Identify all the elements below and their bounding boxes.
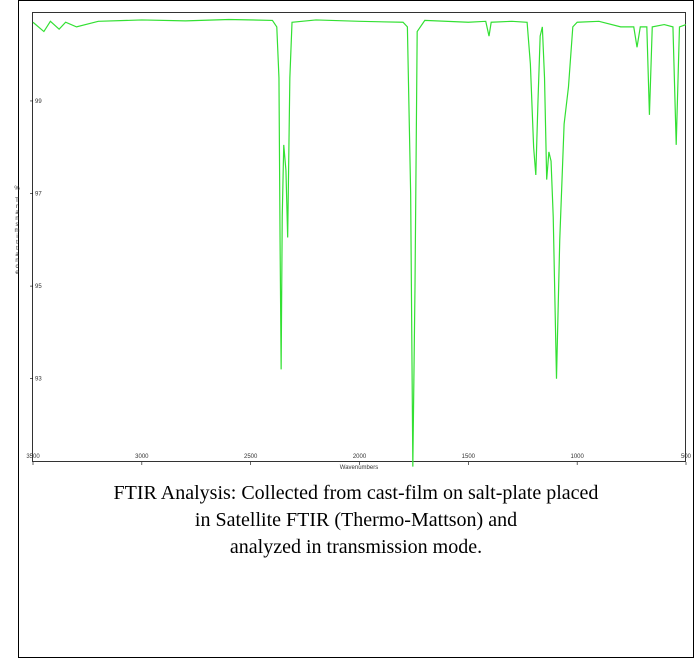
plot-frame — [32, 12, 686, 462]
caption: FTIR Analysis: Collected from cast-film … — [20, 480, 692, 561]
caption-line: in Satellite FTIR (Thermo-Mattson) and — [194, 509, 518, 531]
y-tick-label: 99 — [35, 99, 42, 105]
y-tick-label: 93 — [35, 377, 42, 383]
x-tick-label: 1000 — [570, 454, 584, 460]
x-axis-label: Wavenumbers — [340, 465, 378, 471]
x-tick-label: 2500 — [244, 454, 258, 460]
x-tick-label: 1500 — [462, 454, 476, 460]
caption-line: analyzed in transmission mode. — [229, 536, 483, 558]
y-tick-label: 97 — [35, 192, 42, 198]
x-tick-label: 3000 — [135, 454, 149, 460]
x-tick-label: 500 — [681, 454, 692, 460]
x-tick-label: 3500 — [26, 454, 40, 460]
y-axis-label: % Transmittance — [14, 186, 20, 276]
spectrum-line — [32, 18, 687, 467]
y-tick-label: 95 — [35, 284, 42, 290]
x-tick-label: 2000 — [353, 454, 367, 460]
caption-line: FTIR Analysis: Collected from cast-film … — [113, 482, 599, 504]
